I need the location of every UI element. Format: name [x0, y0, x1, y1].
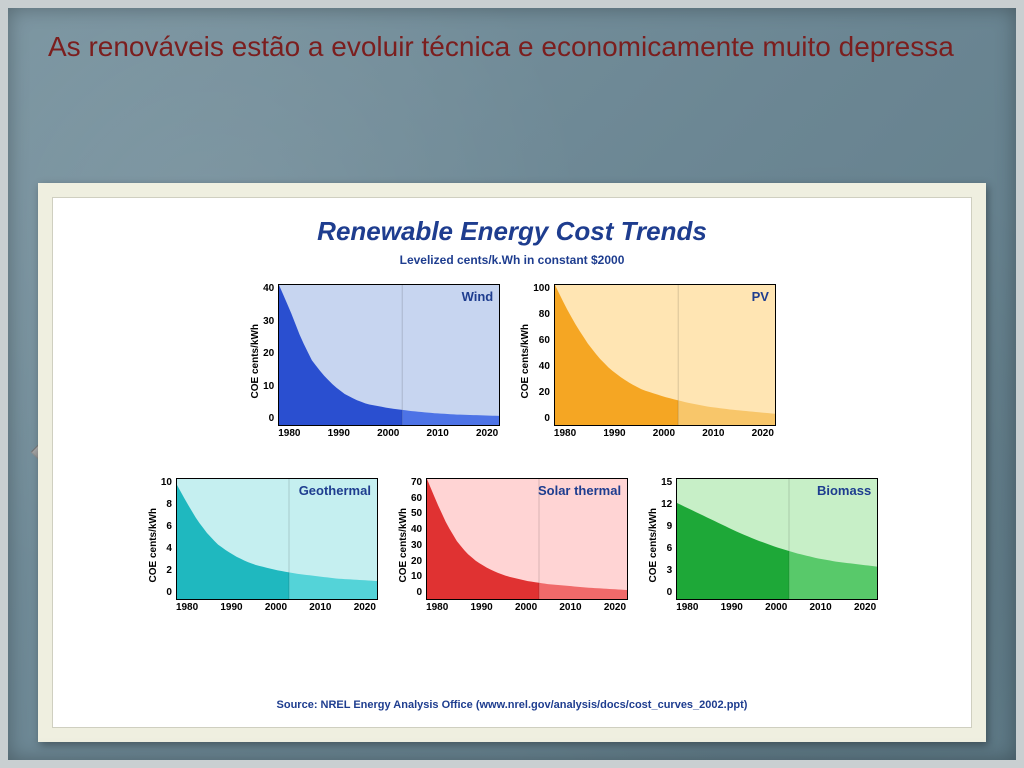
chart-panel-biomass: COE cents/kWh15129630 Biomass 198019902000…: [646, 478, 878, 613]
chart-panel-pv: COE cents/kWh100806040200 PV 1980199020002…: [518, 284, 776, 439]
area-historical: [555, 285, 678, 425]
area-historical: [279, 285, 402, 425]
area-projection: [402, 410, 499, 425]
panel-label: Solar thermal: [538, 483, 621, 498]
chart-source: Source: NREL Energy Analysis Office (www…: [53, 699, 971, 711]
area-historical: [677, 503, 789, 599]
y-ticks: 403020100: [263, 284, 278, 436]
area-projection: [539, 583, 627, 599]
y-axis-label: COE cents/kWh: [146, 508, 161, 582]
area-projection: [789, 551, 877, 599]
y-axis-label: COE cents/kWh: [396, 508, 411, 582]
chart-panel-geothermal: COE cents/kWh1086420 Geothermal 1980199020…: [146, 478, 378, 613]
area-historical: [177, 485, 289, 599]
area-historical: [427, 479, 539, 599]
panel-label: Biomass: [817, 483, 871, 498]
chart-row-2: COE cents/kWh1086420Geothermal1980199020…: [53, 478, 971, 613]
chart-title: Renewable Energy Cost Trends: [53, 216, 971, 247]
y-ticks: 15129630: [661, 478, 676, 610]
chart-subtitle: Levelized cents/k.Wh in constant $2000: [53, 253, 971, 267]
x-ticks: 19801990200020102020: [176, 602, 376, 613]
x-ticks: 19801990200020102020: [554, 428, 774, 439]
plot-area: Biomass: [676, 478, 878, 600]
x-ticks: 19801990200020102020: [676, 602, 876, 613]
area-projection: [678, 400, 775, 425]
y-axis-label: COE cents/kWh: [248, 324, 263, 398]
x-ticks: 19801990200020102020: [426, 602, 626, 613]
slide-background: As renováveis estão a evoluir técnica e …: [0, 0, 1024, 768]
panel-label: Wind: [462, 289, 494, 304]
chart-row-1: COE cents/kWh403020100Wind19801990200020…: [53, 284, 971, 439]
chart-card: Renewable Energy Cost Trends Levelized c…: [38, 183, 986, 742]
plot-area: PV: [554, 284, 776, 426]
plot-area: Geothermal: [176, 478, 378, 600]
chart-panel-wind: COE cents/kWh403020100 Wind 19801990200020…: [248, 284, 500, 439]
plot-area: Solar thermal: [426, 478, 628, 600]
y-ticks: 1086420: [161, 478, 176, 610]
chart-panel-solar_thermal: COE cents/kWh706050403020100 Solar therma…: [396, 478, 628, 613]
y-axis-label: COE cents/kWh: [646, 508, 661, 582]
y-ticks: 100806040200: [533, 284, 554, 436]
chart-panel: Renewable Energy Cost Trends Levelized c…: [52, 197, 972, 728]
x-ticks: 19801990200020102020: [278, 428, 498, 439]
slide-heading: As renováveis estão a evoluir técnica e …: [48, 30, 976, 64]
panel-label: PV: [752, 289, 769, 304]
y-ticks: 706050403020100: [411, 478, 426, 610]
y-axis-label: COE cents/kWh: [518, 324, 533, 398]
panel-label: Geothermal: [299, 483, 371, 498]
plot-area: Wind: [278, 284, 500, 426]
area-projection: [289, 572, 377, 599]
